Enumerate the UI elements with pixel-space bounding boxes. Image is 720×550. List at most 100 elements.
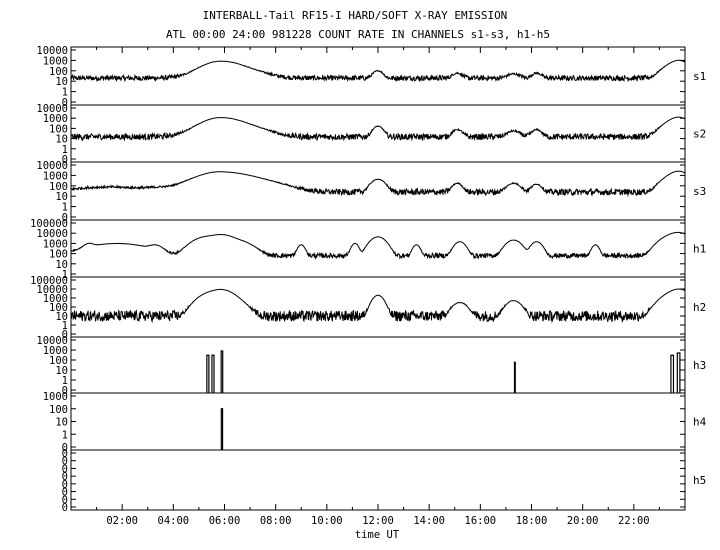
series-spike-h4 [220,408,224,450]
y-tick-label: 10000 [36,160,68,172]
x-tick-label: 18:00 [516,515,548,527]
channel-label: h5 [693,474,706,487]
y-tick-label: 10 [55,134,68,146]
series-line-h2 [70,288,686,324]
series-spike-h3 [220,350,224,393]
y-tick-label: 10000 [36,45,68,57]
x-tick-label: 06:00 [209,515,241,527]
y-tick-label: 1 [62,429,68,441]
y-tick-label: 0 [62,502,68,514]
y-tick-label: 1000 [43,391,68,403]
x-axis-label: time UT [355,529,400,541]
y-tick-label: 0 [62,97,68,109]
y-tick-label: 10 [55,311,68,323]
channel-label: h3 [693,359,706,372]
y-tick-label: 10000 [36,284,68,296]
y-tick-label: 1000 [43,170,68,182]
channel-label: h2 [693,301,706,314]
series-line-s1 [70,59,686,83]
panel-frame [70,104,686,163]
y-tick-label: 1000 [43,345,68,357]
channel-label: s3 [693,185,706,198]
y-tick-label: 100 [49,404,68,416]
y-tick-label: 10000 [36,103,68,115]
x-tick-label: 20:00 [567,515,599,527]
y-tick-label: 1000 [43,293,68,305]
channel-label: h4 [693,416,707,429]
y-tick-label: 10 [55,365,68,377]
y-tick-label: 10 [55,191,68,203]
y-tick-label: 1 [62,269,68,281]
y-tick-label: 0 [62,471,68,483]
channel-label: s1 [693,70,706,83]
y-tick-label: 1 [62,202,68,214]
x-tick-label: 02:00 [106,515,138,527]
channel-label: h1 [693,243,706,256]
chart-title: INTERBALL-Tail RF15-I HARD/SOFT X-RAY EM… [203,9,508,22]
series-line-h1 [70,231,686,260]
series-spike-h3 [670,354,675,393]
y-tick-label: 0 [62,448,68,460]
y-tick-label: 1 [62,144,68,156]
series-line-s3 [70,170,686,197]
x-tick-label: 10:00 [311,515,343,527]
y-tick-label: 0 [62,212,68,224]
panel-frame [70,161,686,221]
y-tick-label: 1000 [43,238,68,250]
x-tick-label: 04:00 [158,515,190,527]
y-tick-label: 100 [49,302,68,314]
y-tick-label: 100 [49,66,68,78]
y-tick-label: 100 [49,249,68,261]
x-tick-label: 12:00 [362,515,394,527]
y-tick-label: 100 [49,181,68,193]
y-tick-label: 1000 [43,55,68,67]
y-tick-label: 10 [55,259,68,271]
y-tick-label: 0 [62,494,68,506]
series-spike-h3 [676,352,681,393]
y-tick-label: 1 [62,375,68,387]
series-spike-h3 [513,361,516,393]
y-tick-label: 0 [62,385,68,397]
y-tick-label: 0 [62,479,68,491]
channel-panels: 1000010001001010s11000010001001010s21000… [30,45,707,514]
panel-frame [70,336,686,394]
y-tick-label: 100000 [30,218,68,230]
y-tick-label: 10000 [36,335,68,347]
y-tick-label: 100 [49,355,68,367]
panel-frame [70,449,686,511]
y-tick-label: 10 [55,76,68,88]
y-tick-label: 100000 [30,275,68,287]
y-tick-label: 1000 [43,113,68,125]
series-line-s2 [70,116,686,142]
y-tick-label: 0 [62,456,68,468]
y-tick-label: 0 [62,487,68,499]
y-tick-label: 10 [55,417,68,429]
x-tick-label: 14:00 [413,515,445,527]
x-tick-label: 08:00 [260,515,292,527]
y-tick-label: 0 [62,154,68,166]
y-tick-label: 1 [62,87,68,99]
x-axis-ticks: 02:00 04:00 06:00 08:00 10:00 12:00 14:00 16:00… [96,47,660,527]
panel-frame [70,276,686,338]
y-tick-label: 10000 [36,228,68,240]
x-tick-label: 16:00 [465,515,497,527]
y-tick-label: 1 [62,320,68,332]
panel-frame [70,392,686,451]
y-tick-label: 0 [62,463,68,475]
y-tick-label: 0 [62,442,68,454]
channel-label: s2 [693,128,706,141]
series-spike-h3 [211,354,215,393]
y-tick-label: 0 [62,329,68,341]
series-spike-h3 [206,354,210,393]
chart-subtitle: ATL 00:00 24:00 981228 COUNT RATE IN CHA… [166,28,550,41]
x-tick-label: 22:00 [618,515,650,527]
